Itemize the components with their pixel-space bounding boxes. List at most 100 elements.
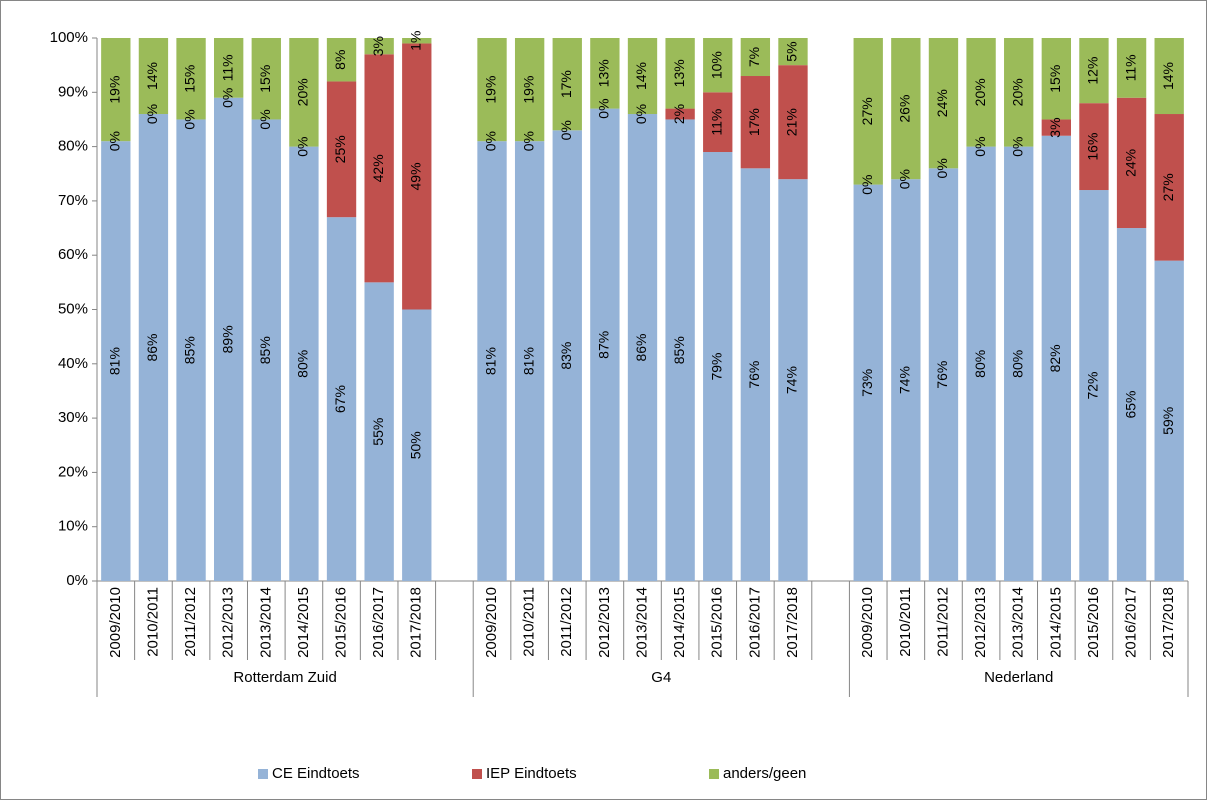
x-tick-label: 2012/2013	[596, 587, 613, 658]
y-tick-label: 20%	[58, 463, 88, 480]
bar-segment	[627, 38, 658, 115]
bar-segment	[176, 119, 206, 581]
data-label: 19%	[483, 76, 499, 104]
data-label: 12%	[1085, 57, 1101, 85]
data-label: 27%	[1160, 173, 1176, 201]
data-label: 86%	[633, 333, 649, 361]
data-label: 11%	[219, 54, 235, 81]
bar-segment	[627, 114, 658, 582]
data-label: 49%	[407, 162, 423, 190]
bar-segment	[966, 146, 996, 581]
data-label: 72%	[1085, 372, 1101, 400]
bar-segment	[1116, 228, 1147, 582]
data-label: 15%	[257, 65, 273, 93]
data-label: 3%	[370, 36, 386, 56]
x-tick-label: 2017/2018	[784, 587, 801, 658]
data-label: 20%	[295, 78, 311, 106]
data-label: 13%	[596, 59, 612, 87]
bar-segment	[665, 119, 695, 581]
y-tick-label: 40%	[58, 355, 88, 372]
data-label: 14%	[144, 62, 160, 90]
bar-segment	[402, 309, 432, 581]
data-label: 13%	[671, 59, 687, 87]
bar-segment	[214, 38, 244, 98]
y-tick-label: 80%	[58, 138, 88, 155]
data-label: 0%	[596, 98, 612, 118]
bar-segment	[703, 92, 733, 153]
data-label: 76%	[746, 361, 762, 389]
bar-segment	[928, 168, 959, 581]
data-label: 0%	[934, 158, 950, 178]
bar-segment	[853, 184, 883, 582]
data-label: 16%	[1085, 133, 1101, 161]
data-label: 89%	[219, 325, 235, 353]
data-label: 82%	[1047, 344, 1063, 372]
y-tick-label: 50%	[58, 300, 88, 317]
bar-segment	[1079, 38, 1109, 104]
data-label: 15%	[1047, 65, 1063, 93]
data-label: 83%	[558, 342, 574, 370]
data-label: 85%	[182, 336, 198, 364]
data-label: 79%	[708, 352, 724, 380]
bar-segment	[514, 38, 545, 142]
y-tick-label: 10%	[58, 518, 88, 535]
data-label: 55%	[370, 418, 386, 446]
data-label: 8%	[332, 50, 348, 70]
data-label: 1%	[407, 31, 423, 51]
x-tick-label: 2014/2015	[671, 587, 688, 658]
x-tick-label: 2015/2016	[709, 587, 726, 658]
bar-segment	[665, 38, 695, 109]
legend-swatch	[709, 769, 719, 779]
x-tick-label: 2016/2017	[370, 587, 387, 658]
x-tick-label: 2012/2013	[220, 587, 237, 658]
data-label: 11%	[708, 109, 724, 136]
data-label: 80%	[972, 350, 988, 378]
bar-segment	[138, 38, 169, 115]
data-label: 85%	[671, 336, 687, 364]
data-label: 0%	[144, 104, 160, 124]
bar-segment	[1154, 38, 1184, 115]
x-tick-label: 2013/2014	[633, 587, 650, 658]
bar-segment	[326, 81, 357, 218]
data-label: 0%	[295, 136, 311, 156]
data-label: 81%	[483, 347, 499, 375]
data-label: 0%	[483, 131, 499, 151]
data-label: 0%	[219, 88, 235, 108]
data-label: 11%	[1122, 54, 1138, 81]
bar-segment	[740, 76, 771, 169]
bar-segment	[552, 130, 582, 581]
bar-segment	[740, 38, 771, 77]
data-label: 0%	[182, 109, 198, 129]
legend-swatch	[472, 769, 482, 779]
data-label: 80%	[1009, 350, 1025, 378]
data-label: 0%	[107, 131, 123, 151]
data-label: 2%	[671, 104, 687, 124]
bar-segment	[1041, 38, 1071, 120]
data-label: 80%	[295, 350, 311, 378]
data-label: 17%	[558, 70, 574, 98]
bar-segment	[1079, 190, 1109, 582]
x-tick-label: 2011/2012	[182, 587, 199, 657]
y-tick-label: 70%	[58, 192, 88, 209]
bar-segment	[665, 108, 695, 120]
data-label: 24%	[1122, 149, 1138, 177]
data-label: 21%	[784, 108, 800, 136]
bar-segment	[214, 97, 244, 581]
bar-segment	[853, 38, 883, 185]
data-label: 50%	[407, 431, 423, 459]
bar-segment	[364, 282, 394, 581]
data-label: 19%	[107, 76, 123, 104]
bar-segment	[251, 119, 281, 581]
data-label: 14%	[633, 62, 649, 90]
data-label: 5%	[784, 41, 800, 61]
bar-segment	[251, 38, 281, 120]
data-label: 85%	[257, 336, 273, 364]
bar-segment	[891, 38, 921, 180]
x-tick-label: 2010/2011	[897, 587, 914, 657]
bar-segment	[1041, 119, 1071, 136]
data-label: 26%	[897, 95, 913, 123]
y-tick-label: 100%	[50, 29, 88, 46]
bar-segment	[1041, 135, 1071, 582]
x-tick-label: 2014/2015	[1047, 587, 1064, 658]
y-tick-label: 0%	[66, 572, 88, 589]
